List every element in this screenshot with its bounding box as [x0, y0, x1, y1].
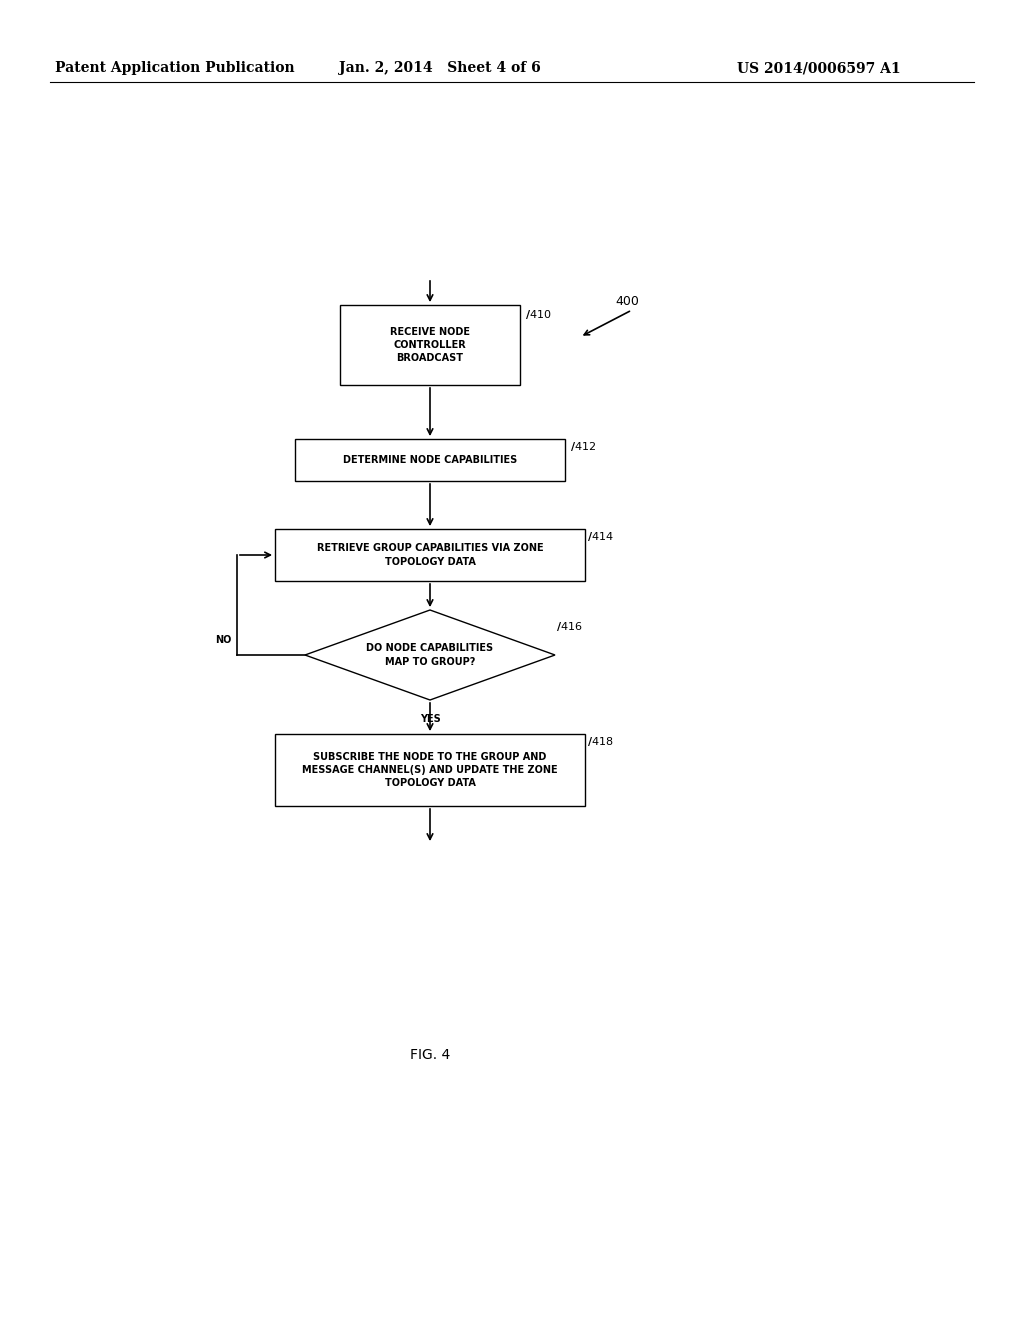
Text: $\mathbf{/}$416: $\mathbf{/}$416 [556, 620, 583, 634]
Text: $\mathbf{/}$412: $\mathbf{/}$412 [570, 440, 596, 453]
Text: Patent Application Publication: Patent Application Publication [55, 61, 295, 75]
Text: FIG. 4: FIG. 4 [410, 1048, 451, 1063]
Bar [275, 529, 585, 581]
Bar [275, 734, 585, 807]
Text: SUBSCRIBE THE NODE TO THE GROUP AND
MESSAGE CHANNEL(S) AND UPDATE THE ZONE
TOPOL: SUBSCRIBE THE NODE TO THE GROUP AND MESS… [302, 752, 558, 788]
Text: Jan. 2, 2014   Sheet 4 of 6: Jan. 2, 2014 Sheet 4 of 6 [339, 61, 542, 75]
Polygon shape [305, 610, 555, 700]
Text: DO NODE CAPABILITIES
MAP TO GROUP?: DO NODE CAPABILITIES MAP TO GROUP? [367, 643, 494, 667]
Text: YES: YES [420, 714, 440, 723]
Text: NO: NO [216, 635, 232, 645]
Text: RECEIVE NODE
CONTROLLER
BROADCAST: RECEIVE NODE CONTROLLER BROADCAST [390, 327, 470, 363]
Bar [340, 305, 520, 385]
Text: $\mathbf{/}$418: $\mathbf{/}$418 [587, 735, 613, 748]
Text: RETRIEVE GROUP CAPABILITIES VIA ZONE
TOPOLOGY DATA: RETRIEVE GROUP CAPABILITIES VIA ZONE TOP… [316, 544, 544, 566]
Text: $\mathbf{/}$414: $\mathbf{/}$414 [587, 531, 613, 543]
Text: DETERMINE NODE CAPABILITIES: DETERMINE NODE CAPABILITIES [343, 455, 517, 465]
Text: $\mathbf{/}$410: $\mathbf{/}$410 [525, 308, 552, 321]
Text: US 2014/0006597 A1: US 2014/0006597 A1 [737, 61, 901, 75]
Text: 400: 400 [615, 294, 639, 308]
Bar [295, 440, 565, 480]
